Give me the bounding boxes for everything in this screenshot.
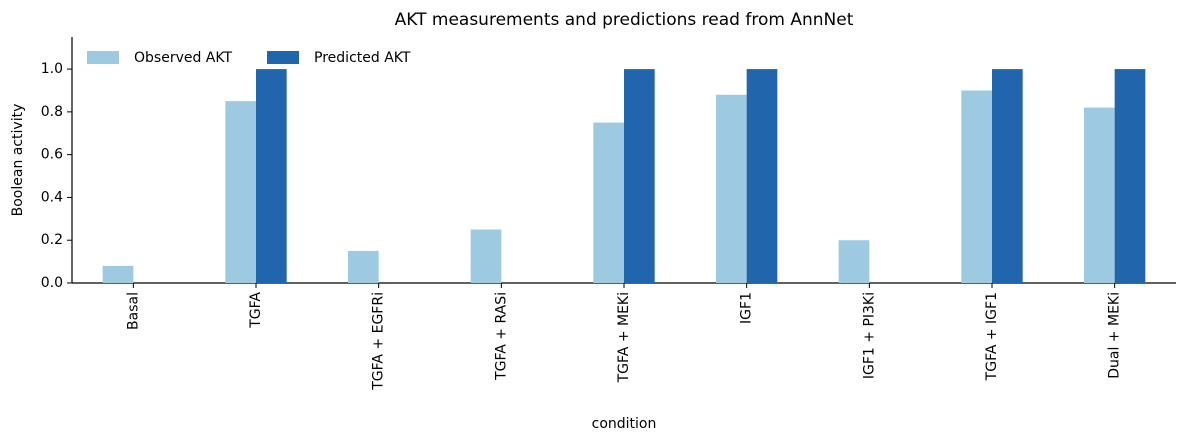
bar [1084,107,1115,283]
bar [961,90,992,283]
bar [593,122,624,283]
x-tick-label: TGFA + IGF1 [984,292,1000,381]
y-tick-label: 0.6 [41,147,63,163]
bar [992,69,1023,283]
x-tick-label: TGFA + RASi [493,292,509,381]
legend-label: Predicted AKT [314,50,411,66]
bar [838,240,870,283]
bar [1114,69,1146,283]
x-tick-label: Basal [125,292,141,330]
y-axis-label: Boolean activity [10,104,26,217]
bar [225,101,256,283]
bar [348,250,379,283]
x-tick-label: TGFA + EGFRi [371,292,387,391]
y-tick-label: 0.0 [41,275,63,291]
x-tick-label: TGFA + MEKi [616,292,632,383]
x-tick-label: TGFA [248,292,264,329]
bar [624,69,655,283]
x-tick-label: Dual + MEKi [1107,292,1123,379]
bar [746,69,778,283]
legend-swatch [87,51,119,64]
bar [470,229,502,283]
x-axis-label: condition [592,416,657,432]
legend-swatch [267,51,300,64]
y-tick-label: 0.8 [41,104,63,120]
x-tick-label: IGF1 [739,292,755,324]
y-tick-label: 1.0 [41,61,63,77]
chart-title: AKT measurements and predictions read fr… [395,10,854,30]
bar [256,69,287,283]
y-tick-label: 0.4 [41,189,63,205]
bar [716,94,747,283]
y-tick-label: 0.2 [41,232,63,248]
x-tick-label: IGF1 + PI3Ki [861,292,877,379]
legend-label: Observed AKT [134,50,232,66]
bar [102,265,134,283]
